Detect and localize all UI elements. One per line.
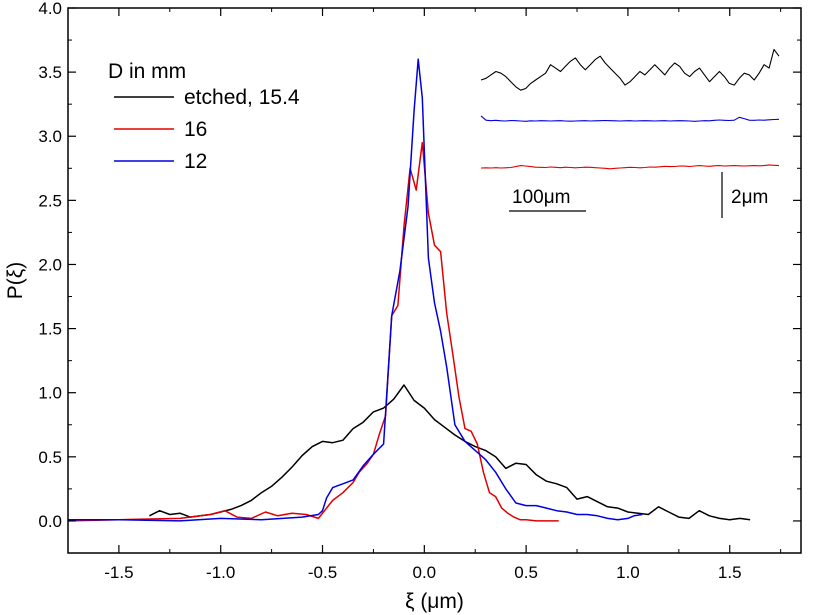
- y-tick-label: 1.0: [38, 384, 62, 403]
- x-tick-label: 1.5: [718, 563, 742, 582]
- series-group: [68, 58, 751, 522]
- y-tick-label: 2.0: [38, 255, 62, 274]
- y-tick-label: 4.0: [38, 0, 62, 18]
- y-axis-title: P(ξ): [4, 262, 27, 299]
- y-tick-label: 1.5: [38, 320, 62, 339]
- inset-profile-2: [480, 164, 780, 170]
- x-tick-label: -1.0: [206, 563, 235, 582]
- x-tick-label: -1.5: [104, 563, 133, 582]
- x-tick-label: 1.0: [616, 563, 640, 582]
- inset-profile-0: [480, 48, 780, 91]
- y-tick-label: 3.0: [38, 127, 62, 146]
- legend-label: etched, 15.4: [184, 86, 300, 109]
- y-tick-label: 3.5: [38, 63, 62, 82]
- x-axis-title: ξ (μm): [405, 590, 464, 613]
- series-line-2: [68, 58, 643, 522]
- legend-label: 16: [184, 118, 207, 141]
- series-line-1: [68, 141, 559, 522]
- x-tick-label: -0.5: [308, 563, 337, 582]
- x-tick-label: 0.5: [514, 563, 538, 582]
- axes-group: -1.5 -1.0 -0.5 0.0 0.5 1.0 1.5 0.0 0.5 1.0 1.5 2.0 2…: [4, 0, 802, 613]
- inset-profile-1: [480, 115, 780, 122]
- legend-title: D in mm: [108, 60, 186, 83]
- legend-label: 12: [184, 150, 207, 173]
- inset-profiles: 100μm 2μm: [480, 48, 780, 218]
- scale-y-label: 2μm: [731, 187, 768, 208]
- series-line-0: [149, 384, 751, 521]
- scale-x-label: 100μm: [512, 187, 570, 208]
- y-tick-label: 2.5: [38, 191, 62, 210]
- x-tick-label: 0.0: [412, 563, 436, 582]
- y-tick-label: 0.0: [38, 512, 62, 531]
- y-tick-label: 0.5: [38, 448, 62, 467]
- plot-frame: [67, 7, 802, 554]
- legend: D in mm etched, 15.4 16 12: [108, 60, 300, 173]
